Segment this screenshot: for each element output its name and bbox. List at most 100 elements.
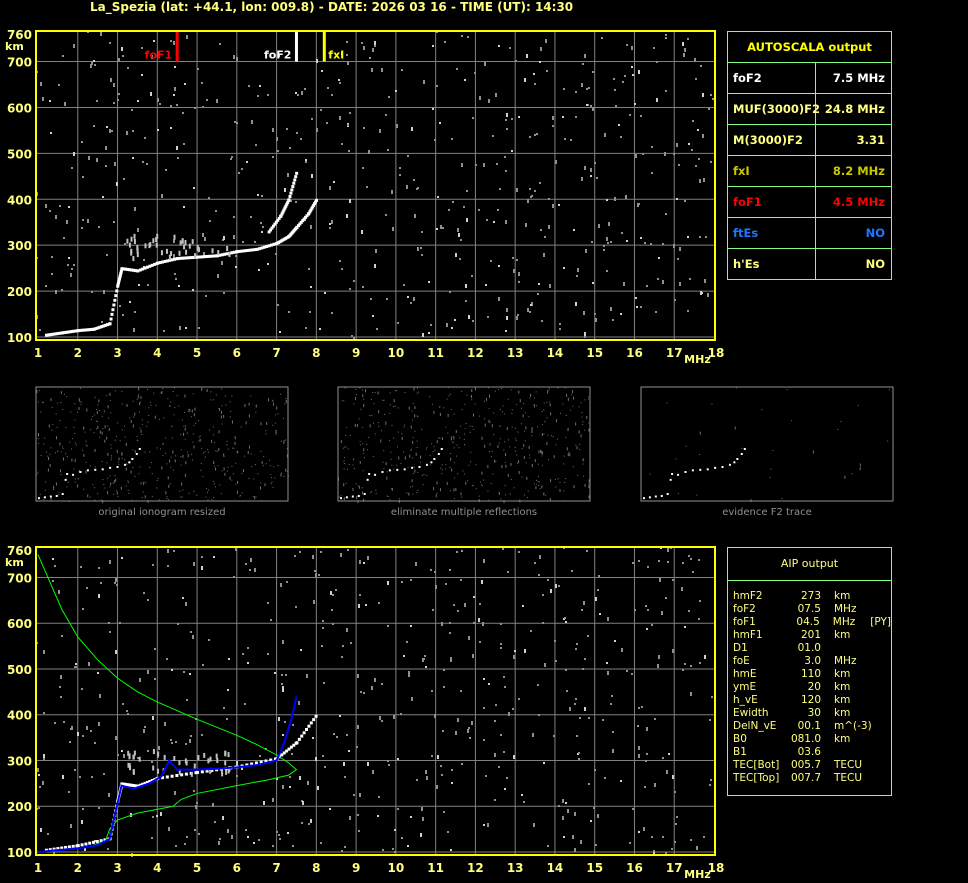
noise-dot [158,419,160,421]
aip-cell: Ewidth [733,707,769,719]
trace-point [72,473,75,476]
noise-dot [372,315,374,317]
trace-point [205,769,209,773]
y-tick-label: 600 [7,101,32,115]
noise-dot [272,402,274,406]
noise-dot [521,476,523,478]
noise-dot [110,412,112,414]
noise-dot [682,42,684,46]
noise-dot [132,157,134,159]
noise-dot [261,231,263,233]
noise-dot [47,833,49,835]
noise-dot [215,450,217,452]
noise-dot [139,678,141,682]
noise-dot [193,424,195,426]
noise-dot [682,669,684,671]
noise-dot [569,453,571,457]
noise-dot [37,401,39,403]
noise-dot [362,389,364,391]
noise-dot [185,425,187,427]
noise-dot [343,497,345,501]
noise-dot [221,405,223,407]
x-tick-label: 8 [312,861,320,875]
trace-point [141,782,145,786]
noise-dot [703,836,705,838]
noise-dot [837,429,839,431]
noise-dot [183,411,185,413]
noise-dot [436,785,438,789]
noise-dot [201,447,203,449]
noise-dot [96,409,98,411]
noise-dot [51,406,53,408]
noise-dot [676,198,678,200]
noise-dot [432,609,434,611]
noise-dot [549,284,551,288]
noise-dot [286,448,288,450]
noise-dot [361,487,363,489]
noise-dot [228,658,230,660]
noise-dot [257,95,259,97]
noise-dot [189,673,191,675]
noise-dot [581,177,583,181]
x-tick-label: 1 [34,346,42,360]
noise-dot [492,473,494,475]
noise-dot [96,100,98,102]
aip-cell: km [834,629,851,641]
noise-dot [676,143,678,147]
noise-dot [429,455,431,457]
noise-dot [451,782,453,784]
noise-dot [507,473,509,477]
noise-dot [567,453,569,457]
autoscala-label: MUF(3000)F2 [728,94,820,124]
noise-dot [339,260,341,262]
noise-dot [478,618,480,622]
noise-dot [582,463,584,465]
noise-dot [143,729,145,733]
trace-point [92,327,96,331]
noise-dot [425,666,427,668]
noise-dot [460,492,462,496]
noise-dot [244,455,246,457]
noise-dot [399,174,401,176]
noise-dot [349,434,351,436]
noise-dot [411,410,413,412]
noise-dot [506,310,508,312]
noise-dot [410,816,412,818]
noise-dot [347,549,349,551]
noise-dot [234,436,236,440]
noise-dot [513,487,515,489]
noise-dot [389,392,391,394]
noise-dot [489,444,491,446]
noise-dot [57,450,59,452]
noise-dot [121,452,123,456]
noise-dot [173,550,175,552]
noise-dot [286,128,288,130]
trace-point [163,754,166,760]
noise-dot [545,494,547,496]
trace-point [116,284,120,288]
noise-dot [282,640,284,644]
noise-dot [217,274,219,278]
trace-point [88,328,92,332]
noise-dot [285,399,287,403]
noise-dot [387,495,389,497]
trace-point [200,255,204,259]
noise-dot [599,613,601,615]
noise-dot [543,253,545,257]
noise-dot [471,485,473,487]
noise-dot [416,440,418,442]
noise-dot [254,496,256,500]
noise-dot [43,712,45,714]
autoscala-row: foF1 4.5 MHz [728,187,891,218]
noise-dot [403,451,405,453]
noise-dot [110,78,112,82]
noise-dot [353,458,355,460]
noise-dot [191,453,193,455]
noise-dot [96,158,98,162]
noise-dot [322,620,324,622]
noise-dot [75,663,77,665]
noise-dot [151,837,153,839]
trace-point [86,469,89,472]
noise-dot [125,467,127,471]
aip-cell: 30 [807,707,821,719]
